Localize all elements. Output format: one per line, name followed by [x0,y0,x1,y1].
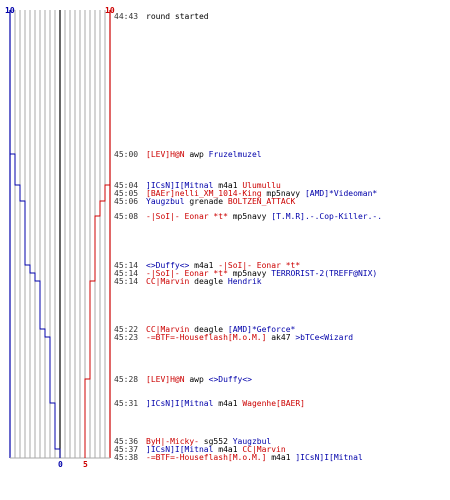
player-name: [AMD]*Geforce* [227,325,296,334]
player-name: Ulumullu [242,181,281,190]
player-name: >bTCe<Wizard [295,333,354,342]
player-name: ByH|-Micky- [146,437,199,446]
player-name: ]ICsN]I[Mitnal [146,399,214,408]
player-name: -|SoI|- Eonar *t* [218,261,301,270]
event-time: 45:04 [114,181,139,190]
event-time: 45:14 [114,277,139,286]
event-time: 45:37 [114,445,139,454]
event-time: 45:14 [114,261,139,270]
event-line: -=BTF=-Houseflash[M.o.M.] ak47 >bTCe<Wiz… [146,333,353,342]
event-time: 45:06 [114,197,139,206]
event-action: mp5navy [227,212,272,221]
event-time: 45:00 [114,150,139,159]
red-bottom-label: 5 [83,460,88,469]
player-name: ]ICsN]I[Mitnal [295,453,363,462]
event-line: CC|Marvin deagle [AMD]*Geforce* [146,325,295,334]
event-time: 44:43 [114,12,139,21]
player-name: ]ICsN]I[Mitnal [146,445,214,454]
player-name: Yaugzbul [146,197,185,206]
event-line: -|SoI|- Eonar *t* mp5navy [T.M.R].-.Cop-… [146,212,382,221]
event-line: -=BTF=-Houseflash[M.o.M.] m4a1 ]ICsN]I[M… [146,453,363,462]
event-line: [BAEr]nelli_XM_1014-King mp5navy [AMD]*V… [146,189,377,198]
player-name: CC|Marvin [242,445,286,454]
blue-bottom-label: 0 [58,460,63,469]
player-name: [LEV]H@N [146,150,185,159]
event-action: awp [184,150,209,159]
player-name: [AMD]*Videoman* [304,189,378,198]
player-name: <>Duffy<> [146,261,190,270]
blue-team-line [9,10,61,458]
event-time: 45:22 [114,325,139,334]
player-name: <>Duffy<> [208,375,252,384]
player-name: ]ICsN]I[Mitnal [146,181,214,190]
red-top-label: 10 [105,6,115,15]
event-line: ByH|-Micky- sg552 Yaugzbul [146,437,271,446]
event-line: ]ICsN]I[Mitnal m4a1 Wagenhe[BAER] [146,399,305,408]
event-line: [LEV]H@N awp Fruzelmuzel [146,150,262,159]
event-line: Yaugzbul grenade BOLTZEN_ATTACK [146,197,295,206]
event-line: <>Duffy<> m4a1 -|SoI|- Eonar *t* [146,261,300,270]
player-name: Hendrik [227,277,262,286]
event-line: [LEV]H@N awp <>Duffy<> [146,375,252,384]
event-action: sg552 [198,437,233,446]
event-time: 45:38 [114,453,139,462]
event-action: awp [184,375,209,384]
player-name: [LEV]H@N [146,375,185,384]
player-name: CC|Marvin [146,277,190,286]
event-time: 45:05 [114,189,139,198]
event-action: m4a1 [266,453,296,462]
red-team-line [84,10,111,458]
player-name: Fruzelmuzel [208,150,262,159]
event-action: ak47 [266,333,296,342]
event-time: 45:28 [114,375,139,384]
event-action: m4a1 [213,399,243,408]
player-name: -|SoI|- Eonar *t* [146,212,228,221]
player-name: [BAEr]nelli_XM_1014-King [146,189,262,198]
player-name: -|SoI|- Eonar *t* [146,269,228,278]
event-time: 45:23 [114,333,139,342]
blue-top-label: 10 [5,6,15,15]
event-line: ]ICsN]I[Mitnal m4a1 Ulumullu [146,181,281,190]
player-name: [T.M.R].-.Cop-Killer.-. [271,212,383,221]
event-line: ]ICsN]I[Mitnal m4a1 CC|Marvin [146,445,286,454]
event-line: round started [146,12,209,21]
event-action: grenade [184,197,228,206]
event-time: 45:36 [114,437,139,446]
player-name: BOLTZEN_ATTACK [227,197,296,206]
event-action: deagle [189,277,228,286]
event-action: m4a1 [189,261,219,270]
player-name: -=BTF=-Houseflash[M.o.M.] [146,453,267,462]
player-name: Wagenhe[BAER] [242,399,305,408]
event-action: round started [146,12,209,21]
player-name: CC|Marvin [146,325,190,334]
event-action: mp5navy [227,269,272,278]
player-name: TERRORIST-2(TREFF@NIX) [271,269,378,278]
event-time: 45:31 [114,399,139,408]
player-name: -=BTF=-Houseflash[M.o.M.] [146,333,267,342]
event-action: m4a1 [213,445,243,454]
event-line: -|SoI|- Eonar *t* mp5navy TERRORIST-2(TR… [146,269,377,278]
player-name: Yaugzbul [232,437,272,446]
event-action: m4a1 [213,181,243,190]
event-time: 45:08 [114,212,139,221]
event-line: CC|Marvin deagle Hendrik [146,277,262,286]
event-time: 45:14 [114,269,139,278]
event-action: deagle [189,325,228,334]
event-action: mp5navy [261,189,305,198]
